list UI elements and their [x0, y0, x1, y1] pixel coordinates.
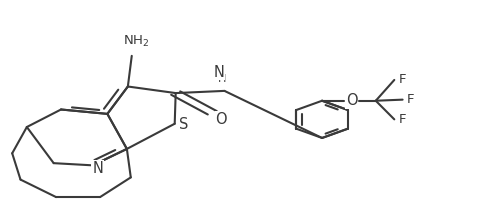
- Text: F: F: [399, 113, 407, 126]
- Text: NH$_2$: NH$_2$: [123, 34, 150, 49]
- Text: F: F: [399, 73, 407, 87]
- Text: F: F: [407, 93, 415, 106]
- Text: S: S: [179, 117, 188, 132]
- Text: O: O: [346, 93, 358, 108]
- Text: O: O: [215, 112, 227, 127]
- Text: H: H: [218, 74, 226, 84]
- Text: N: N: [92, 161, 103, 176]
- Text: N: N: [213, 65, 224, 80]
